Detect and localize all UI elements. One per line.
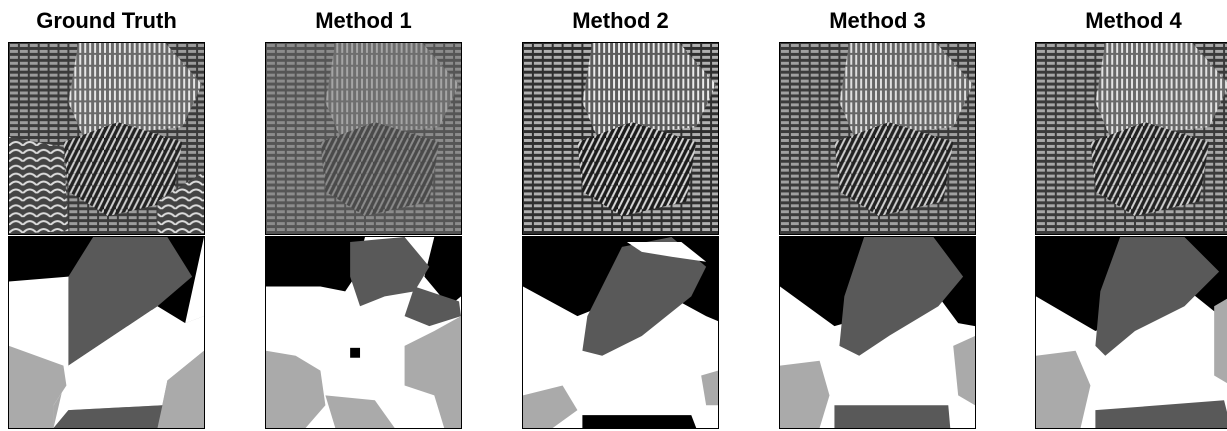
- texture-image: [779, 42, 976, 235]
- column-title: Method 2: [572, 8, 669, 33]
- segmentation-map: [265, 236, 462, 429]
- segmentation-map: [779, 236, 976, 429]
- segmentation-map: [1035, 236, 1227, 429]
- texture-image: [1035, 42, 1227, 235]
- segmentation-map: [8, 236, 205, 429]
- texture-image: [8, 42, 205, 235]
- column-title: Method 1: [315, 8, 412, 33]
- column-title: Ground Truth: [36, 8, 177, 33]
- column-title: Method 4: [1085, 8, 1182, 33]
- texture-image: [522, 42, 719, 235]
- column-title: Method 3: [829, 8, 926, 33]
- segmentation-map: [522, 236, 719, 429]
- texture-image: [265, 42, 462, 235]
